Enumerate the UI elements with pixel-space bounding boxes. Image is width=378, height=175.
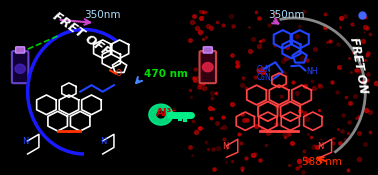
Text: 470 nm: 470 nm [144,69,188,79]
Text: FRET ON: FRET ON [347,36,369,95]
Text: O: O [116,69,122,78]
Text: N: N [317,142,324,151]
Text: O₂N: O₂N [257,73,271,82]
Text: 350nm: 350nm [84,10,121,20]
Circle shape [203,62,213,72]
Circle shape [15,64,25,73]
FancyBboxPatch shape [12,51,28,83]
FancyBboxPatch shape [200,51,216,83]
Text: 350nm: 350nm [268,10,304,20]
Text: 588 nm: 588 nm [302,158,341,167]
Text: N: N [22,137,28,146]
Text: O₂N: O₂N [257,65,271,74]
Text: N: N [222,142,228,151]
Circle shape [149,104,173,125]
FancyBboxPatch shape [203,47,212,53]
FancyBboxPatch shape [15,47,25,53]
Text: FRET OFF: FRET OFF [50,9,113,59]
Text: N: N [100,137,106,146]
Circle shape [157,111,164,118]
Text: Al³⁺: Al³⁺ [156,108,178,118]
Text: NH: NH [306,67,318,76]
